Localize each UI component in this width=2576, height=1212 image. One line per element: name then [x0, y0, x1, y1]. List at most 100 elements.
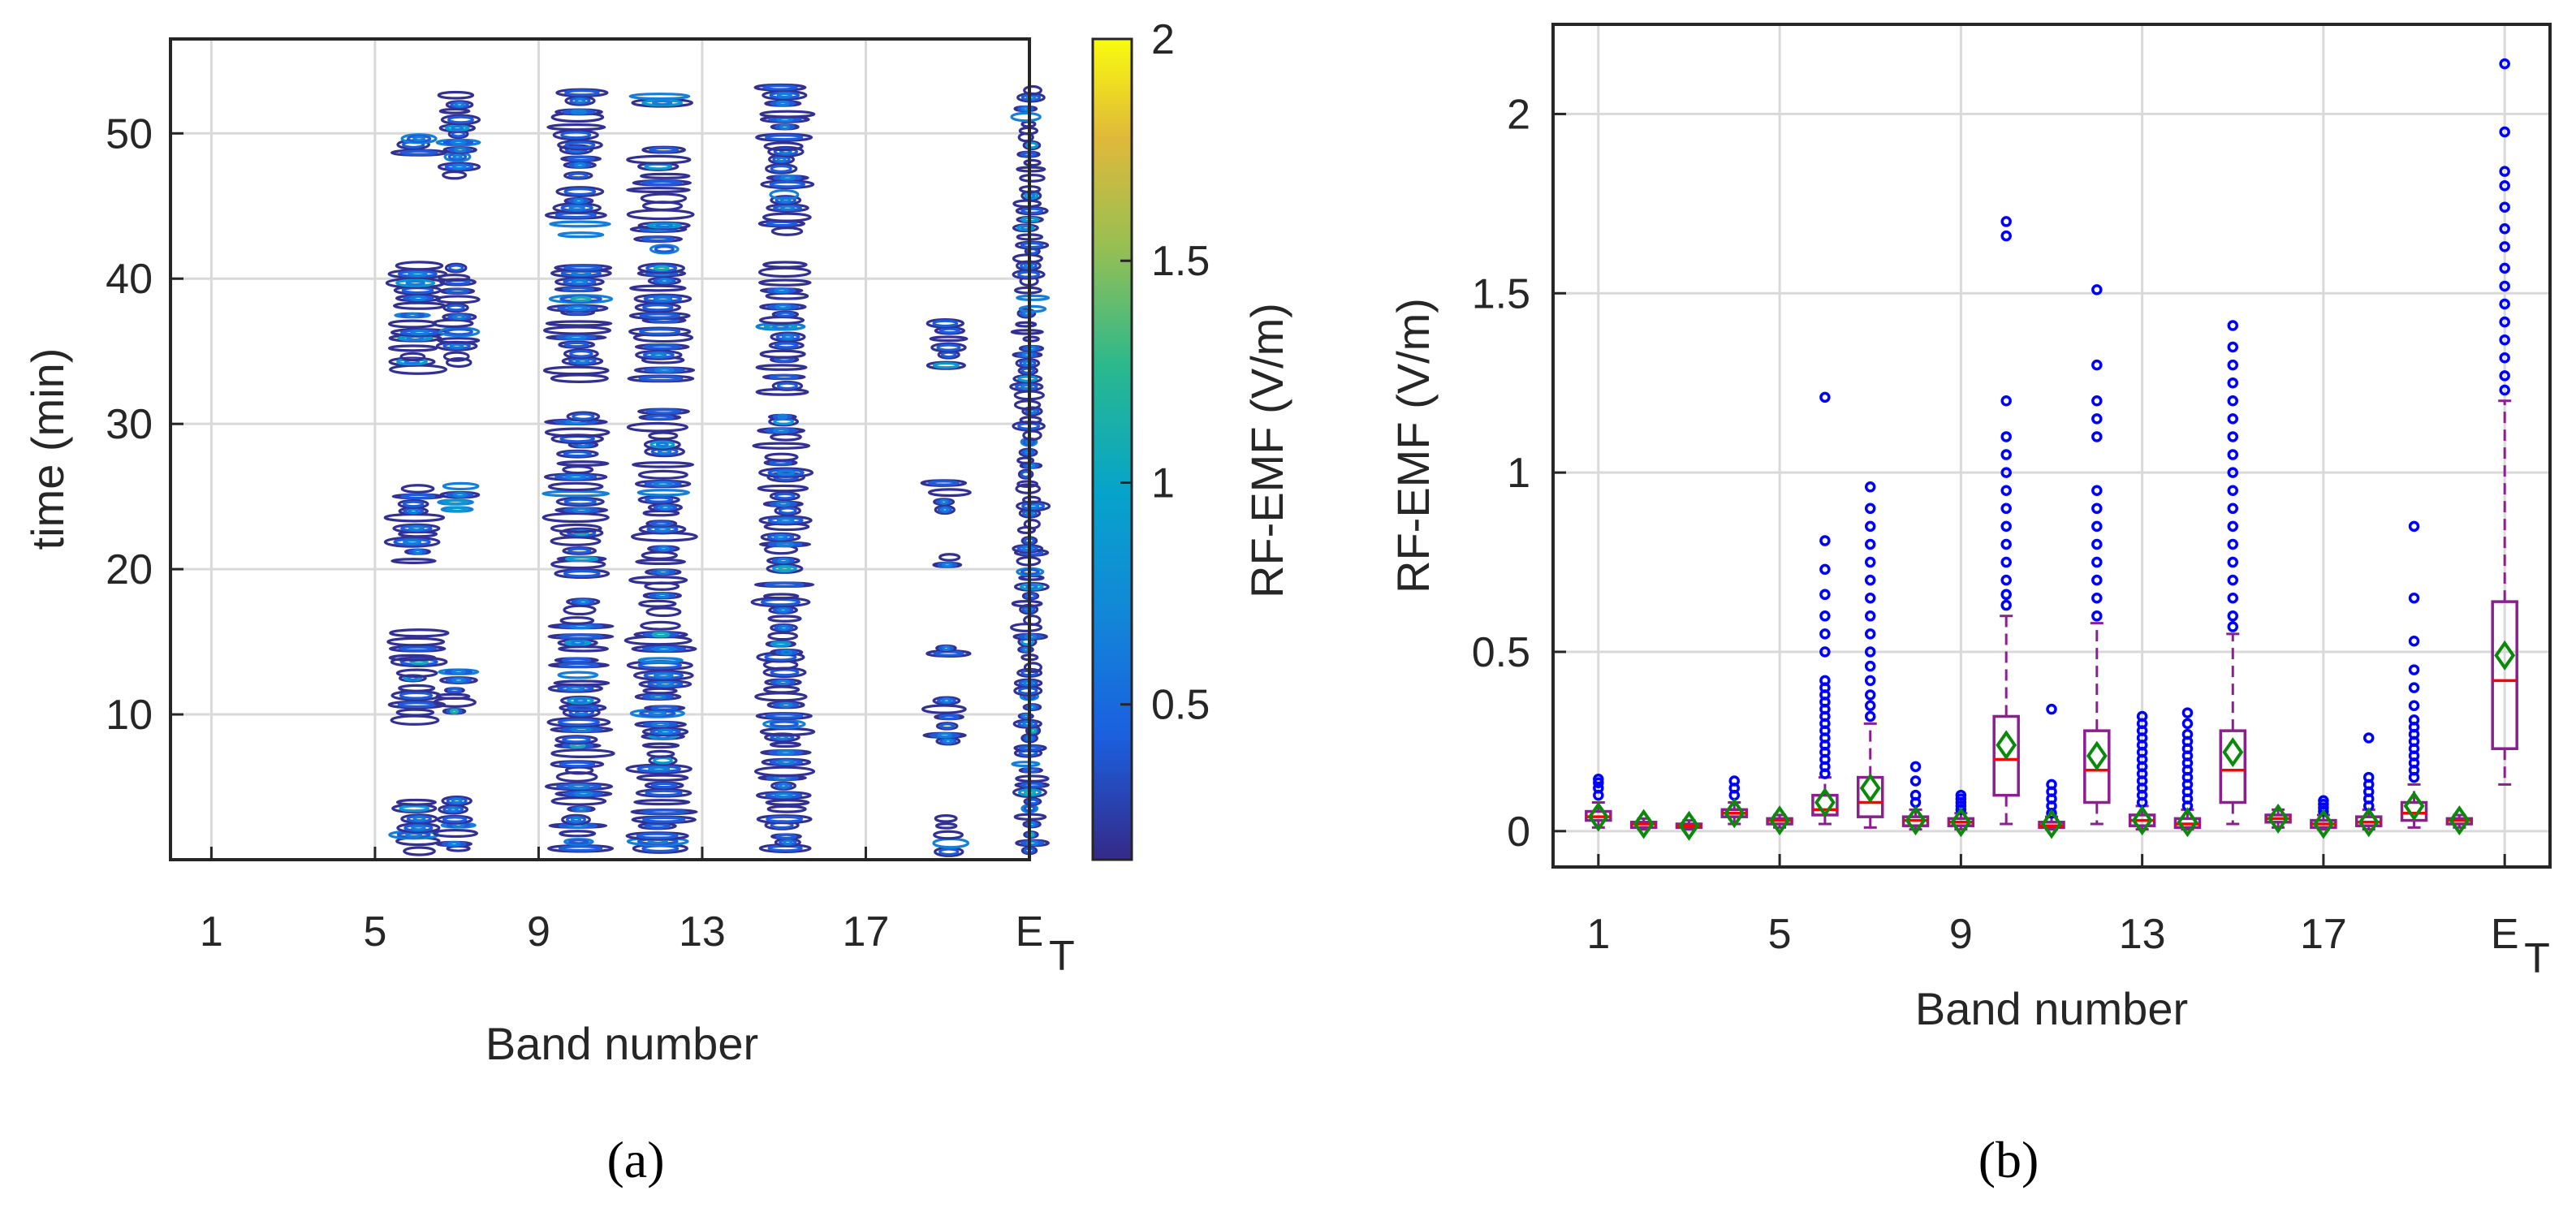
contour-line [575, 358, 590, 364]
contour-line [921, 704, 967, 714]
contour-line [395, 708, 435, 717]
mean-marker [1859, 773, 1881, 804]
outlier-point [2091, 610, 2103, 622]
mean-marker [2449, 805, 2470, 836]
contour-line [387, 344, 438, 352]
contour-line [626, 421, 689, 433]
contour-line [658, 546, 670, 552]
contour-line [767, 631, 799, 641]
contour-line [1016, 480, 1038, 488]
contour-line [635, 558, 687, 566]
heatmap-x-tick-label: E [1016, 908, 1044, 955]
contour-line [442, 170, 468, 180]
contour-line [1025, 584, 1038, 590]
contour-line [637, 661, 683, 670]
contour-line [1011, 761, 1041, 768]
boxplot-x-tick-label: 1 [1586, 911, 1610, 958]
contour-line [566, 334, 587, 341]
outlier-point [2499, 370, 2510, 382]
boxplot-y-tick-label: 0.5 [1472, 629, 1530, 676]
contour-line [542, 511, 610, 524]
contour-line [564, 555, 599, 563]
contour-line [1026, 839, 1039, 847]
contour-line [447, 806, 459, 813]
contour-line [776, 382, 798, 390]
contour-line [405, 831, 423, 838]
contour-line [650, 705, 679, 711]
contour-line [763, 685, 800, 694]
contour-line [567, 547, 592, 554]
box-band-10 [1992, 216, 2020, 826]
contour-line [765, 134, 804, 141]
box-band-13 [2128, 710, 2156, 836]
contour-line [432, 829, 479, 839]
mean-marker [1814, 787, 1836, 817]
boxplot-y-tick-label: 0 [1507, 809, 1530, 856]
outlier-point [2091, 592, 2103, 604]
contour-line [452, 492, 467, 498]
outlier-point [2227, 359, 2239, 371]
contour-line [640, 192, 688, 205]
heatmap-axes-box [169, 37, 1031, 861]
contour-line [766, 815, 804, 823]
contour-line [639, 328, 681, 336]
contour-line [650, 352, 667, 358]
contour-line [1020, 383, 1033, 390]
outlier-point [2499, 316, 2510, 328]
outlier-point [1864, 610, 1876, 622]
outlier-point [1864, 574, 1876, 586]
outlier-point [2499, 262, 2510, 274]
contour-line [389, 628, 450, 638]
contour-line [655, 442, 669, 448]
mean-marker [2086, 740, 2108, 771]
mean-marker [2494, 640, 2516, 671]
outlier-point [2136, 710, 2148, 722]
contour-line [447, 115, 474, 124]
contour-line [776, 679, 790, 686]
contour-line [633, 293, 693, 304]
contour-line [766, 563, 804, 574]
contour-line [650, 782, 678, 789]
contour-line [779, 624, 789, 631]
box-band-1 [1585, 774, 1612, 832]
contour-line [641, 809, 687, 815]
outlier-point [2408, 520, 2420, 533]
contour-line [642, 304, 674, 312]
contour-line [1029, 727, 1038, 734]
contour-line [447, 687, 462, 693]
outlier-point [2091, 284, 2103, 295]
contour-line [648, 710, 667, 717]
outlier-point [2000, 467, 2012, 478]
outlier-point [2181, 718, 2194, 730]
outlier-point [2181, 707, 2194, 718]
contour-line [1020, 207, 1044, 214]
contour-line [774, 287, 789, 294]
contour-line [563, 498, 597, 506]
contour-line [571, 270, 592, 277]
contour-line [769, 741, 802, 748]
contour-line [757, 484, 809, 493]
contour-line [932, 837, 969, 849]
outlier-point [2499, 166, 2510, 177]
contour-line [412, 136, 425, 142]
contour-line [934, 822, 958, 830]
contour-line [400, 493, 436, 500]
outlier-point [2227, 610, 2239, 622]
contour-line [649, 693, 667, 700]
outlier-point [2227, 538, 2239, 550]
box-band-2 [1629, 809, 1658, 839]
contour-line [449, 343, 464, 349]
contour-line [1023, 84, 1042, 96]
contour-line [450, 139, 467, 146]
outlier-point [2000, 556, 2012, 568]
contour-line [563, 265, 603, 271]
contour-line [645, 408, 682, 415]
outlier-point [2000, 502, 2012, 515]
contour-line [1016, 294, 1051, 301]
contour-line [653, 295, 673, 302]
contour-line [570, 623, 593, 629]
outlier-point [2227, 413, 2239, 425]
outlier-point [2362, 732, 2375, 744]
outlier-point [1728, 775, 1741, 787]
contour-line [563, 188, 597, 196]
